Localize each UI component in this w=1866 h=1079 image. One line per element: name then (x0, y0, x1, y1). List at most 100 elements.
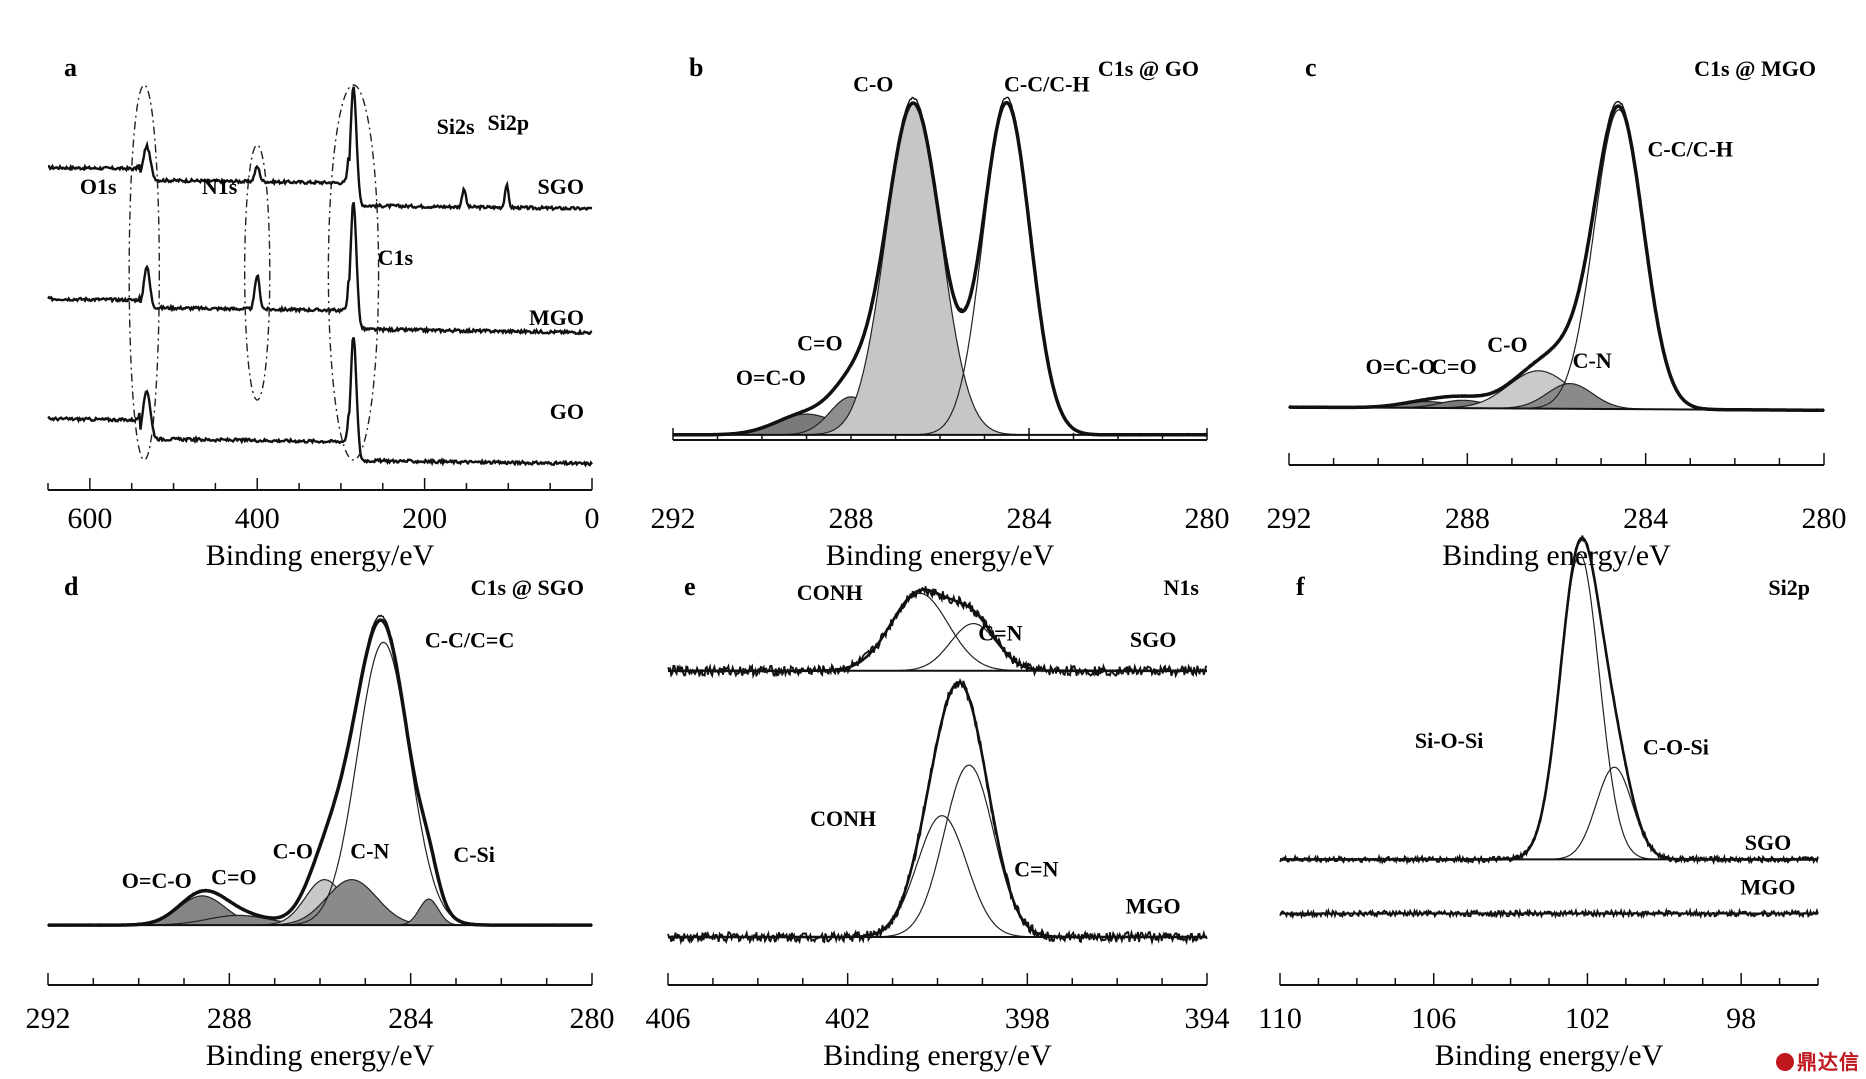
series-line-mgo (47, 202, 593, 336)
x-tick-label: 288 (829, 502, 874, 535)
x-tick-label: 288 (207, 1002, 252, 1035)
panel-title: C1s @ SGO (471, 575, 584, 600)
panel-letter: e (684, 572, 696, 601)
series-line-sgo (48, 86, 593, 212)
panel-letter: a (64, 53, 77, 82)
x-tick-label: 292 (26, 1002, 71, 1035)
peak-annotation: O1s (80, 174, 117, 199)
region-ellipse (327, 84, 380, 461)
x-tick-label: 284 (1623, 502, 1668, 535)
x-tick-label: 98 (1726, 1002, 1756, 1035)
raw-spectrum-line-mgo (1279, 907, 1819, 920)
x-tick-label: 110 (1258, 1002, 1302, 1035)
x-axis-label: Binding energy/eV (823, 1039, 1052, 1072)
panel-letter: b (689, 53, 703, 82)
series-label: MGO (529, 305, 584, 330)
peak-label: CONH (810, 806, 876, 831)
x-tick-label: 398 (1005, 1002, 1050, 1035)
envelope-fit-line (668, 588, 1207, 673)
panel-title: N1s (1164, 575, 1200, 600)
component-peak-c-o-si (1280, 766, 1818, 860)
raw-spectrum-line-sgo (667, 586, 1208, 680)
region-ellipse (243, 144, 271, 401)
peak-label: C-C/C-H (1004, 72, 1090, 97)
peak-annotation: C1s (378, 245, 414, 270)
x-tick-label: 280 (1185, 502, 1230, 535)
series-label: GO (550, 399, 584, 424)
peak-label: C=O (1431, 354, 1477, 379)
envelope-fit-line (1280, 536, 1818, 861)
peak-label: CONH (797, 580, 863, 605)
x-tick-label: 288 (1445, 502, 1490, 535)
peak-annotation: Si2s (437, 114, 475, 139)
x-tick-label: 284 (388, 1002, 433, 1035)
x-tick-label: 292 (1267, 502, 1312, 535)
panel-title: C1s @ GO (1098, 56, 1199, 81)
baseline-line (1288, 406, 1825, 412)
watermark-logo: 鼎达信 (1776, 1046, 1860, 1075)
x-tick-label: 292 (651, 502, 696, 535)
peak-label: C-C/C-H (1647, 137, 1733, 162)
x-tick-label: 406 (646, 1002, 691, 1035)
peak-label: C-O (1487, 332, 1527, 357)
peak-label: C-O (273, 839, 313, 864)
peak-label: C-Si (453, 842, 495, 867)
peak-label: SGO (1745, 830, 1791, 855)
x-tick-label: 102 (1565, 1002, 1610, 1035)
panel-letter: d (64, 572, 79, 601)
peak-label: C-O (853, 72, 893, 97)
peak-label: C=N (1014, 856, 1058, 881)
peak-label: O=C-O (736, 365, 806, 390)
peak-label: O=C-O (122, 868, 192, 893)
peak-annotation: Si2p (488, 110, 530, 135)
peak-label: C-N (1573, 348, 1612, 373)
panel-letter: f (1296, 572, 1305, 601)
peak-label: C=O (797, 330, 843, 355)
x-tick-label: 106 (1411, 1002, 1456, 1035)
x-axis-label: Binding energy/eV (206, 1039, 435, 1072)
x-tick-label: 600 (67, 502, 112, 535)
component-peak-si-o-si (1280, 553, 1818, 860)
peak-label: Si-O-Si (1415, 728, 1483, 753)
raw-spectrum-line-sgo (1279, 535, 1819, 866)
watermark-text: 鼎达信 (1797, 1050, 1860, 1074)
component-peak-c-n (668, 623, 1207, 672)
peak-label: C-O-Si (1643, 734, 1709, 759)
panel-e: 406 402 398 394 Binding energy/eV e N1s CONH C=N… (646, 572, 1230, 1072)
peak-label: C-C/C=C (425, 627, 515, 652)
x-tick-label: 400 (235, 502, 280, 535)
peak-label: C-N (350, 839, 389, 864)
x-tick-label: 284 (1007, 502, 1052, 535)
peak-label: O=C-O (1365, 354, 1435, 379)
peak-label: C=O (211, 865, 257, 890)
x-tick-label: 394 (1185, 1002, 1230, 1035)
component-peak-conh (668, 592, 1207, 672)
x-axis-label: Binding energy/eV (1435, 1039, 1664, 1072)
watermark-icon (1776, 1053, 1794, 1071)
component-peak-conh (668, 815, 1207, 938)
series-line-go (47, 337, 593, 468)
panel-title: C1s @ MGO (1694, 56, 1816, 81)
x-axis-label: Binding energy/eV (1442, 539, 1671, 572)
x-tick-label: 280 (570, 1002, 615, 1035)
panel-a: 600 400 200 0 Binding energy/eV a SGO MGO GO O1s N… (47, 53, 600, 572)
panel-f: 110 106 102 98 Binding energy/eV f Si2p Si-O-Si… (1258, 535, 1819, 1072)
panel-b: 292 288 284 280 Binding energy/eV b C1s @ GO O=… (651, 53, 1230, 572)
series-label: SGO (538, 174, 584, 199)
x-tick-label: 402 (825, 1002, 870, 1035)
x-tick-label: 200 (402, 502, 447, 535)
peak-label: C=N (978, 620, 1022, 645)
panel-letter: c (1305, 53, 1317, 82)
peak-label: MGO (1741, 874, 1796, 899)
peak-label: MGO (1126, 893, 1181, 918)
panel-title: Si2p (1768, 575, 1810, 600)
x-axis-label: Binding energy/eV (206, 539, 435, 572)
peak-annotation: N1s (202, 174, 238, 199)
panel-d: 292 288 284 280 Binding energy/eV d C1s @ SGO O… (26, 572, 615, 1072)
x-tick-label: 0 (585, 502, 600, 535)
region-ellipse (128, 84, 161, 461)
peak-label: SGO (1130, 627, 1176, 652)
panel-c: 292 288 284 280 Binding energy/eV c C1s @ MGO O… (1267, 53, 1847, 572)
x-tick-label: 280 (1802, 502, 1847, 535)
